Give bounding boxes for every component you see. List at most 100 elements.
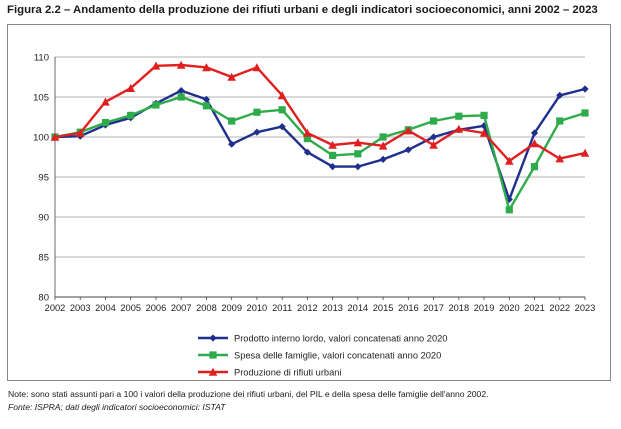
legend-label: Prodotto interno lordo, valori concatena…	[234, 334, 447, 344]
data-point	[378, 141, 388, 150]
data-point	[253, 128, 261, 136]
data-point	[479, 128, 489, 137]
y-tick-label: 105	[33, 93, 49, 104]
x-tick-label: 2022	[549, 303, 570, 313]
x-tick-label: 2012	[297, 303, 318, 313]
data-point	[202, 63, 211, 72]
x-tick-label: 2004	[95, 303, 116, 313]
data-point	[353, 138, 363, 147]
data-point	[530, 163, 539, 171]
data-point	[278, 123, 286, 131]
data-point	[253, 108, 261, 116]
x-tick-label: 2014	[348, 303, 369, 313]
x-tick-label: 2005	[120, 303, 141, 313]
data-point	[277, 91, 287, 100]
series-line	[54, 63, 586, 163]
data-point	[354, 163, 362, 171]
y-tick-label: 90	[38, 213, 49, 224]
x-tick-label: 2007	[171, 303, 192, 313]
data-point	[303, 148, 311, 156]
data-point	[228, 117, 236, 125]
x-tick-label: 2003	[70, 303, 91, 313]
y-tick-label: 95	[38, 173, 49, 184]
x-tick-label: 2015	[373, 303, 394, 313]
data-point	[329, 163, 337, 171]
data-point	[555, 154, 565, 163]
data-point	[127, 111, 135, 119]
data-point	[126, 83, 136, 92]
data-point	[404, 146, 412, 154]
data-point	[480, 122, 488, 130]
x-tick-label: 2018	[448, 303, 469, 313]
data-point	[580, 148, 590, 157]
data-point	[75, 128, 85, 137]
data-point	[303, 128, 312, 137]
data-point	[480, 111, 488, 119]
data-point	[454, 124, 464, 133]
legend: Prodotto interno lordo, valori concatena…	[198, 334, 447, 378]
series-lines	[50, 60, 590, 214]
x-tick-label: 2013	[322, 303, 343, 313]
series-line	[54, 87, 586, 201]
y-axis-ticks: 80 85 90 95 100 105 110	[33, 53, 49, 304]
y-tick-label: 80	[38, 293, 49, 304]
x-tick-label: 2023	[575, 303, 596, 313]
x-tick-label: 2016	[398, 303, 419, 313]
series-1	[51, 85, 589, 203]
data-point	[228, 140, 236, 148]
x-tick-label: 2021	[524, 303, 545, 313]
x-axis: 2002 2003 2004 2005 2006 2007 2008 2009 2010 2011…	[45, 57, 596, 313]
x-tick-label: 2017	[423, 303, 444, 313]
x-tick-label: 2010	[247, 303, 268, 313]
legend-entry: Spesa delle famiglie, valori concatenati…	[198, 351, 441, 361]
x-tick-label: 2006	[146, 303, 167, 313]
data-point	[556, 91, 564, 99]
data-point	[581, 109, 589, 117]
series-3	[50, 60, 590, 165]
data-point	[404, 126, 413, 135]
data-point	[227, 72, 236, 81]
x-tick-label: 2019	[474, 303, 495, 313]
y-tick-label: 85	[38, 253, 49, 264]
data-point	[202, 95, 211, 103]
data-point	[429, 133, 438, 141]
legend-label: Spesa delle famiglie, valori concatenati…	[234, 351, 441, 361]
x-tick-label: 2020	[499, 303, 520, 313]
legend-marker	[209, 334, 217, 342]
data-point	[50, 132, 60, 141]
legend-label: Produzione di rifiuti urbani	[234, 368, 342, 378]
data-point	[429, 140, 438, 149]
legend-marker	[208, 367, 218, 376]
figure-note: Note: sono stati assunti pari a 100 i va…	[8, 389, 489, 399]
x-tick-label: 2009	[221, 303, 242, 313]
data-point	[177, 93, 185, 101]
x-tick-label: 2002	[45, 303, 66, 313]
data-point	[354, 150, 362, 158]
data-point	[252, 63, 262, 72]
data-point	[581, 85, 589, 93]
series-line	[54, 95, 586, 212]
data-point	[152, 101, 160, 109]
y-tick-label: 100	[33, 133, 49, 144]
data-point	[429, 117, 438, 125]
data-point	[177, 87, 185, 95]
data-point	[328, 140, 337, 149]
data-point	[101, 119, 110, 127]
data-point	[176, 60, 186, 69]
figure-source: Fonte: ISPRA; dati degli indicatori soci…	[8, 402, 226, 412]
legend-entry: Prodotto interno lordo, valori concatena…	[198, 334, 447, 344]
x-tick-label: 2008	[196, 303, 217, 313]
x-tick-label: 2011	[272, 303, 292, 313]
data-point	[530, 139, 539, 148]
data-point	[455, 112, 463, 120]
grid-lines	[55, 56, 585, 298]
legend-marker	[209, 351, 217, 359]
data-point	[379, 155, 387, 163]
data-point	[329, 151, 337, 159]
data-point	[530, 129, 539, 137]
chart-frame	[7, 24, 611, 381]
data-point	[151, 61, 161, 70]
figure-title: Figura 2.2 – Andamento della produzione …	[7, 4, 598, 16]
data-point	[379, 133, 387, 141]
